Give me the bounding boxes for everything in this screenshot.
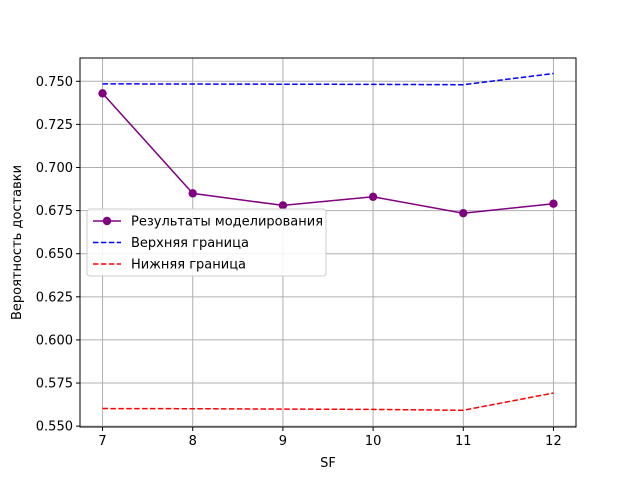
legend-entry: Верхняя граница — [93, 236, 249, 251]
y-tick-label: 0.675 — [36, 204, 73, 219]
y-tick-label: 0.650 — [36, 247, 73, 262]
legend-entry: Результаты моделирования — [93, 215, 323, 230]
y-axis-label: Вероятность доставки — [10, 165, 25, 320]
x-tick-label: 7 — [98, 434, 106, 449]
series-line — [101, 92, 554, 214]
y-tick-label: 0.575 — [36, 377, 73, 392]
y-tick-label: 0.625 — [36, 290, 73, 305]
legend-label: Нижняя граница — [131, 258, 246, 273]
y-tick-label: 0.600 — [36, 333, 73, 348]
data-point — [98, 89, 107, 98]
y-tick-label: 0.550 — [36, 420, 73, 435]
data-point — [549, 199, 558, 208]
legend-label: Результаты моделирования — [131, 215, 323, 230]
x-tick-label: 11 — [455, 434, 472, 449]
x-axis-ticks: 7 8 9 10 11 12 — [98, 427, 562, 449]
data-point — [278, 201, 288, 210]
series-2 — [102, 392, 554, 412]
y-axis-ticks: 0.550 0.575 0.600 0.625 0.650 0.675 0.700 0.725… — [36, 75, 80, 435]
series-line — [102, 392, 554, 412]
data-point — [368, 192, 378, 202]
x-axis-label: SF — [320, 456, 336, 471]
legend-box — [86, 208, 327, 277]
y-tick-label: 0.700 — [36, 161, 73, 176]
series-0 — [98, 89, 558, 218]
data-point — [459, 208, 468, 218]
x-tick-label: 8 — [189, 434, 197, 449]
legend-entry: Нижняя граница — [93, 258, 246, 273]
series-line — [102, 72, 554, 86]
y-tick-label: 0.750 — [36, 75, 73, 90]
data-point — [188, 189, 197, 198]
x-tick-label: 9 — [279, 434, 287, 449]
legend-label: Верхняя граница — [131, 236, 249, 251]
series-1 — [102, 72, 554, 86]
x-tick-label: 12 — [545, 434, 562, 449]
y-tick-label: 0.725 — [36, 118, 73, 133]
legend-marker — [102, 216, 112, 226]
plot-frame — [79, 57, 577, 428]
legend: Результаты моделирования Верхняя граница Н… — [86, 208, 327, 277]
x-tick-label: 10 — [365, 434, 382, 449]
series-layer — [98, 72, 558, 412]
